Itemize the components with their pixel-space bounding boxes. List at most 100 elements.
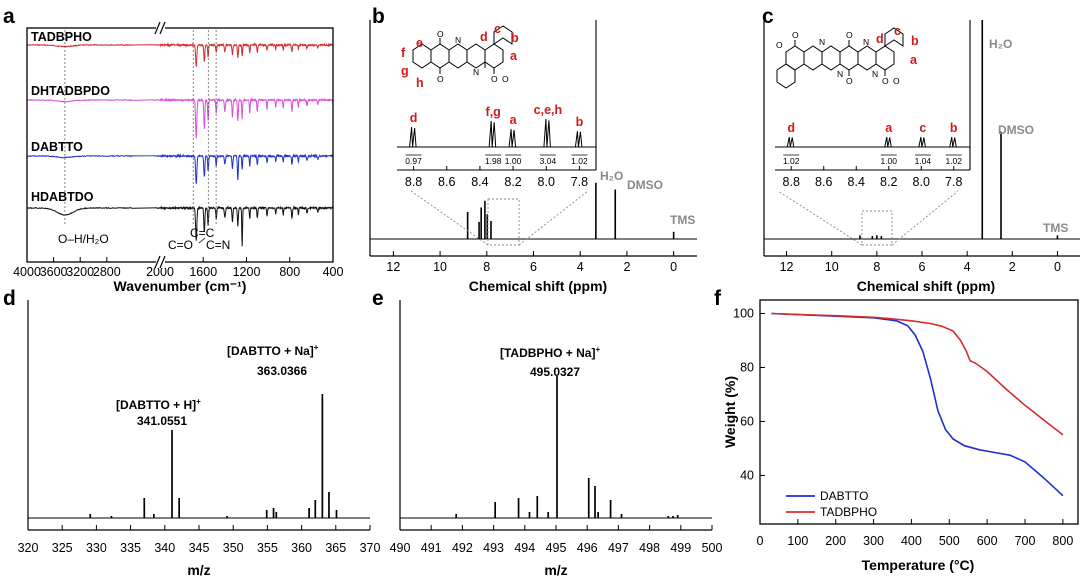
mol-b-label-a: a [510,49,518,63]
tga-legend: DABTTO TADBPHO [786,489,877,519]
nmr-b-zoom-box [487,198,520,246]
ms-e-tick-label: 494 [514,541,535,555]
mol-c-label-a: a [910,53,918,67]
mol-c-o1: O [776,40,783,50]
mol-c-o4: O [846,76,853,86]
b-inset-tick-label: 7.8 [571,175,588,189]
b-inset-peak [488,120,497,148]
nmr-c-tick-label: 6 [919,260,926,274]
ms-d-tick-label: 320 [18,541,39,555]
ms-d-label-na: [DABTTO + Na]+ [227,343,319,358]
ftir-tick-label: 4000 [13,265,41,279]
c-peak-label: b [950,121,958,135]
ms-e-x-ticks: 490 491 492 493 494 495 496 497 498 499 500 [390,525,723,555]
tga-lines [771,312,1064,497]
tga-y-tick-label: 40 [740,468,754,482]
nmr-b-peaks [466,182,675,239]
ms-d-tick-label: 340 [154,541,175,555]
panel-label-b: b [372,5,385,28]
tga-line-tadbpho [771,312,1064,436]
legend-label-tadbpho: TADBPHO [820,505,877,519]
c-inset-peak [786,136,795,148]
ms-d-x-title: m/z [187,562,210,577]
ms-d-peaks [89,394,338,518]
ftir-frame [26,27,334,263]
c-inset-tick-label: 8.8 [783,175,800,189]
b-inset-tick-label: 8.6 [438,175,455,189]
tga-line-dabtto [771,312,1064,497]
mol-c-o5: O [882,76,889,86]
ms-d-tick-label: 325 [52,541,73,555]
ftir-annot-cc: C=C [190,226,215,240]
nmr-b-inset: 8.8 8.6 8.4 8.2 8.0 7.8 0.97 1.98 1.00 3.04 1.02 … [397,20,597,189]
ms-e-tick-label: 496 [577,541,598,555]
nmr-b-h2o: H₂O [600,169,623,183]
nmr-c-tick-label: 4 [964,260,971,274]
panel-f-tga: 0 100 200 300 400 500 600 700 800 40 60 80 100 Weig… [722,299,1079,573]
ms-e-tick-label: 498 [639,541,660,555]
b-peak-label: d [410,111,418,125]
ftir-tick-label: 800 [279,265,300,279]
ms-e-x-title: m/z [544,562,567,577]
b-inset-tick-label: 8.8 [405,175,422,189]
b-inset-tick-label: 8.0 [538,175,555,189]
nmr-b-x-title: Chemical shift (ppm) [469,278,607,294]
tga-y-tick-label: 100 [733,306,754,320]
b-integral-value: 1.98 [485,156,502,166]
ms-e-tick-label: 492 [452,541,473,555]
ms-d-tick-label: 350 [223,541,244,555]
nmr-c-integrals: 1.02 1.00 1.04 1.02 [783,154,962,166]
mol-b-o1: O [437,29,444,39]
mol-c-o2: O [792,30,799,40]
tga-x-tick-label: 500 [939,534,960,548]
tga-y-tick-label: 80 [740,360,754,374]
nmr-c-x-ticks: 12 10 8 6 4 2 0 [780,251,1061,274]
c-inset-tick-label: 7.8 [945,175,962,189]
tga-x-tick-label: 200 [825,534,846,548]
b-peak-label: f,g [486,105,501,119]
mol-b-label-b: b [511,31,519,45]
panel-label-c: c [762,5,774,28]
molecule-tadbpho [412,25,513,74]
ftir-spectra [27,42,333,247]
ftir-tick-label: 1600 [189,265,217,279]
ms-d-tick-label: 370 [360,541,381,555]
ms-e-mz-495: 495.0327 [530,365,580,379]
ms-d-label-h: [DABTTO + H]+ [116,397,201,412]
molecule-dhtadbpdo [776,27,904,89]
nmr-b-tick-label: 10 [433,260,447,274]
ftir-annot-co: C=O [168,238,193,252]
mol-c-n2: N [837,69,843,79]
b-inset-tick-label: 8.4 [471,175,488,189]
tga-y-tick-label: 60 [740,414,754,428]
mol-b-o3: O [491,74,498,84]
ms-e-tick-label: 500 [702,541,723,555]
nmr-b-tick-label: 4 [577,260,584,274]
b-integral-value: 3.04 [540,156,557,166]
c-inset-tick-label: 8.2 [880,175,897,189]
ms-e-tick-label: 491 [421,541,442,555]
panel-label-e: e [372,287,384,310]
mol-c-label-d: d [876,32,884,46]
mol-b-label-f: f [401,46,406,60]
b-inset-peak [508,128,517,148]
nmr-b-tick-label: 6 [530,260,537,274]
ms-e-tick-label: 490 [390,541,411,555]
mol-c-n4: N [872,69,878,79]
ms-d-tick-label: 365 [325,541,346,555]
mol-c-label-c: c [894,24,901,38]
mol-b-n1: N [455,35,461,45]
ms-e-peaks [455,376,679,518]
nmr-c-zoom-box [861,210,893,246]
ms-d-tick-label: 355 [257,541,278,555]
mol-b-label-g: g [401,64,409,78]
ms-d-tick-label: 360 [291,541,312,555]
mol-b-label-d: d [480,30,488,44]
ftir-tick-label: 3600 [40,265,68,279]
nmr-c-inset-peaks [786,136,957,148]
nmr-c-x-title: Chemical shift (ppm) [857,278,995,294]
ftir-label-tadbpho: TADBPHO [31,30,92,44]
